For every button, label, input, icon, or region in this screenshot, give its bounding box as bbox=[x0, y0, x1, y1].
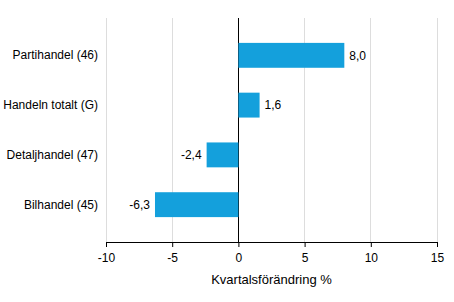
data-labels: 8,0 1,6 -2,4 -6,3 bbox=[129, 49, 366, 212]
category-tick: Partihandel (46) bbox=[13, 48, 106, 62]
category-label: Handeln totalt (G) bbox=[3, 98, 98, 112]
tick-label: 10 bbox=[365, 251, 379, 265]
tick-label: 15 bbox=[431, 251, 445, 265]
tick: 5 bbox=[302, 242, 309, 265]
grid-line bbox=[106, 18, 107, 242]
chart: 8,0 1,6 -2,4 -6,3 -10 -5 0 5 10 15 Partihandel (46… bbox=[0, 0, 454, 302]
tick: 15 bbox=[431, 242, 445, 265]
tick-mark bbox=[371, 242, 372, 247]
category-label: Bilhandel (45) bbox=[24, 198, 98, 212]
tick-mark bbox=[172, 242, 173, 247]
grid-line bbox=[370, 18, 371, 242]
bar bbox=[238, 43, 344, 68]
plot: 8,0 1,6 -2,4 -6,3 -10 -5 0 5 10 15 Partihandel (46… bbox=[3, 18, 444, 265]
category-label: Detaljhandel (47) bbox=[7, 148, 98, 162]
bar bbox=[207, 142, 239, 167]
tick-label: 0 bbox=[236, 251, 243, 265]
grid bbox=[106, 18, 437, 242]
data-label: 8,0 bbox=[349, 49, 366, 63]
x-axis: -10 -5 0 5 10 15 bbox=[98, 242, 445, 265]
tick-mark bbox=[305, 242, 306, 247]
bar bbox=[155, 192, 238, 217]
axis-title: Kvartalsförändring % bbox=[211, 272, 332, 287]
tick: -10 bbox=[98, 242, 116, 265]
tick-label: 5 bbox=[302, 251, 309, 265]
tick-mark bbox=[437, 242, 438, 247]
tick-label: -5 bbox=[167, 251, 178, 265]
tick: 10 bbox=[365, 242, 379, 265]
category-tick: Bilhandel (45) bbox=[24, 198, 106, 212]
category-tick: Handeln totalt (G) bbox=[3, 98, 106, 112]
axis-line bbox=[107, 243, 438, 248]
tick: 0 bbox=[236, 242, 243, 265]
y-axis: Partihandel (46) Handeln totalt (G) Detalj… bbox=[3, 48, 106, 211]
bars bbox=[155, 43, 344, 217]
tick: -5 bbox=[167, 242, 178, 265]
data-label: -2,4 bbox=[181, 148, 202, 162]
data-label: 1,6 bbox=[265, 98, 282, 112]
tick-mark bbox=[106, 242, 107, 247]
category-tick: Detaljhandel (47) bbox=[7, 148, 106, 162]
category-label: Partihandel (46) bbox=[13, 48, 98, 62]
tick-label: -10 bbox=[98, 251, 116, 265]
grid-line bbox=[437, 18, 438, 242]
bar bbox=[238, 93, 259, 118]
data-label: -6,3 bbox=[129, 198, 150, 212]
tick-mark bbox=[238, 242, 239, 247]
